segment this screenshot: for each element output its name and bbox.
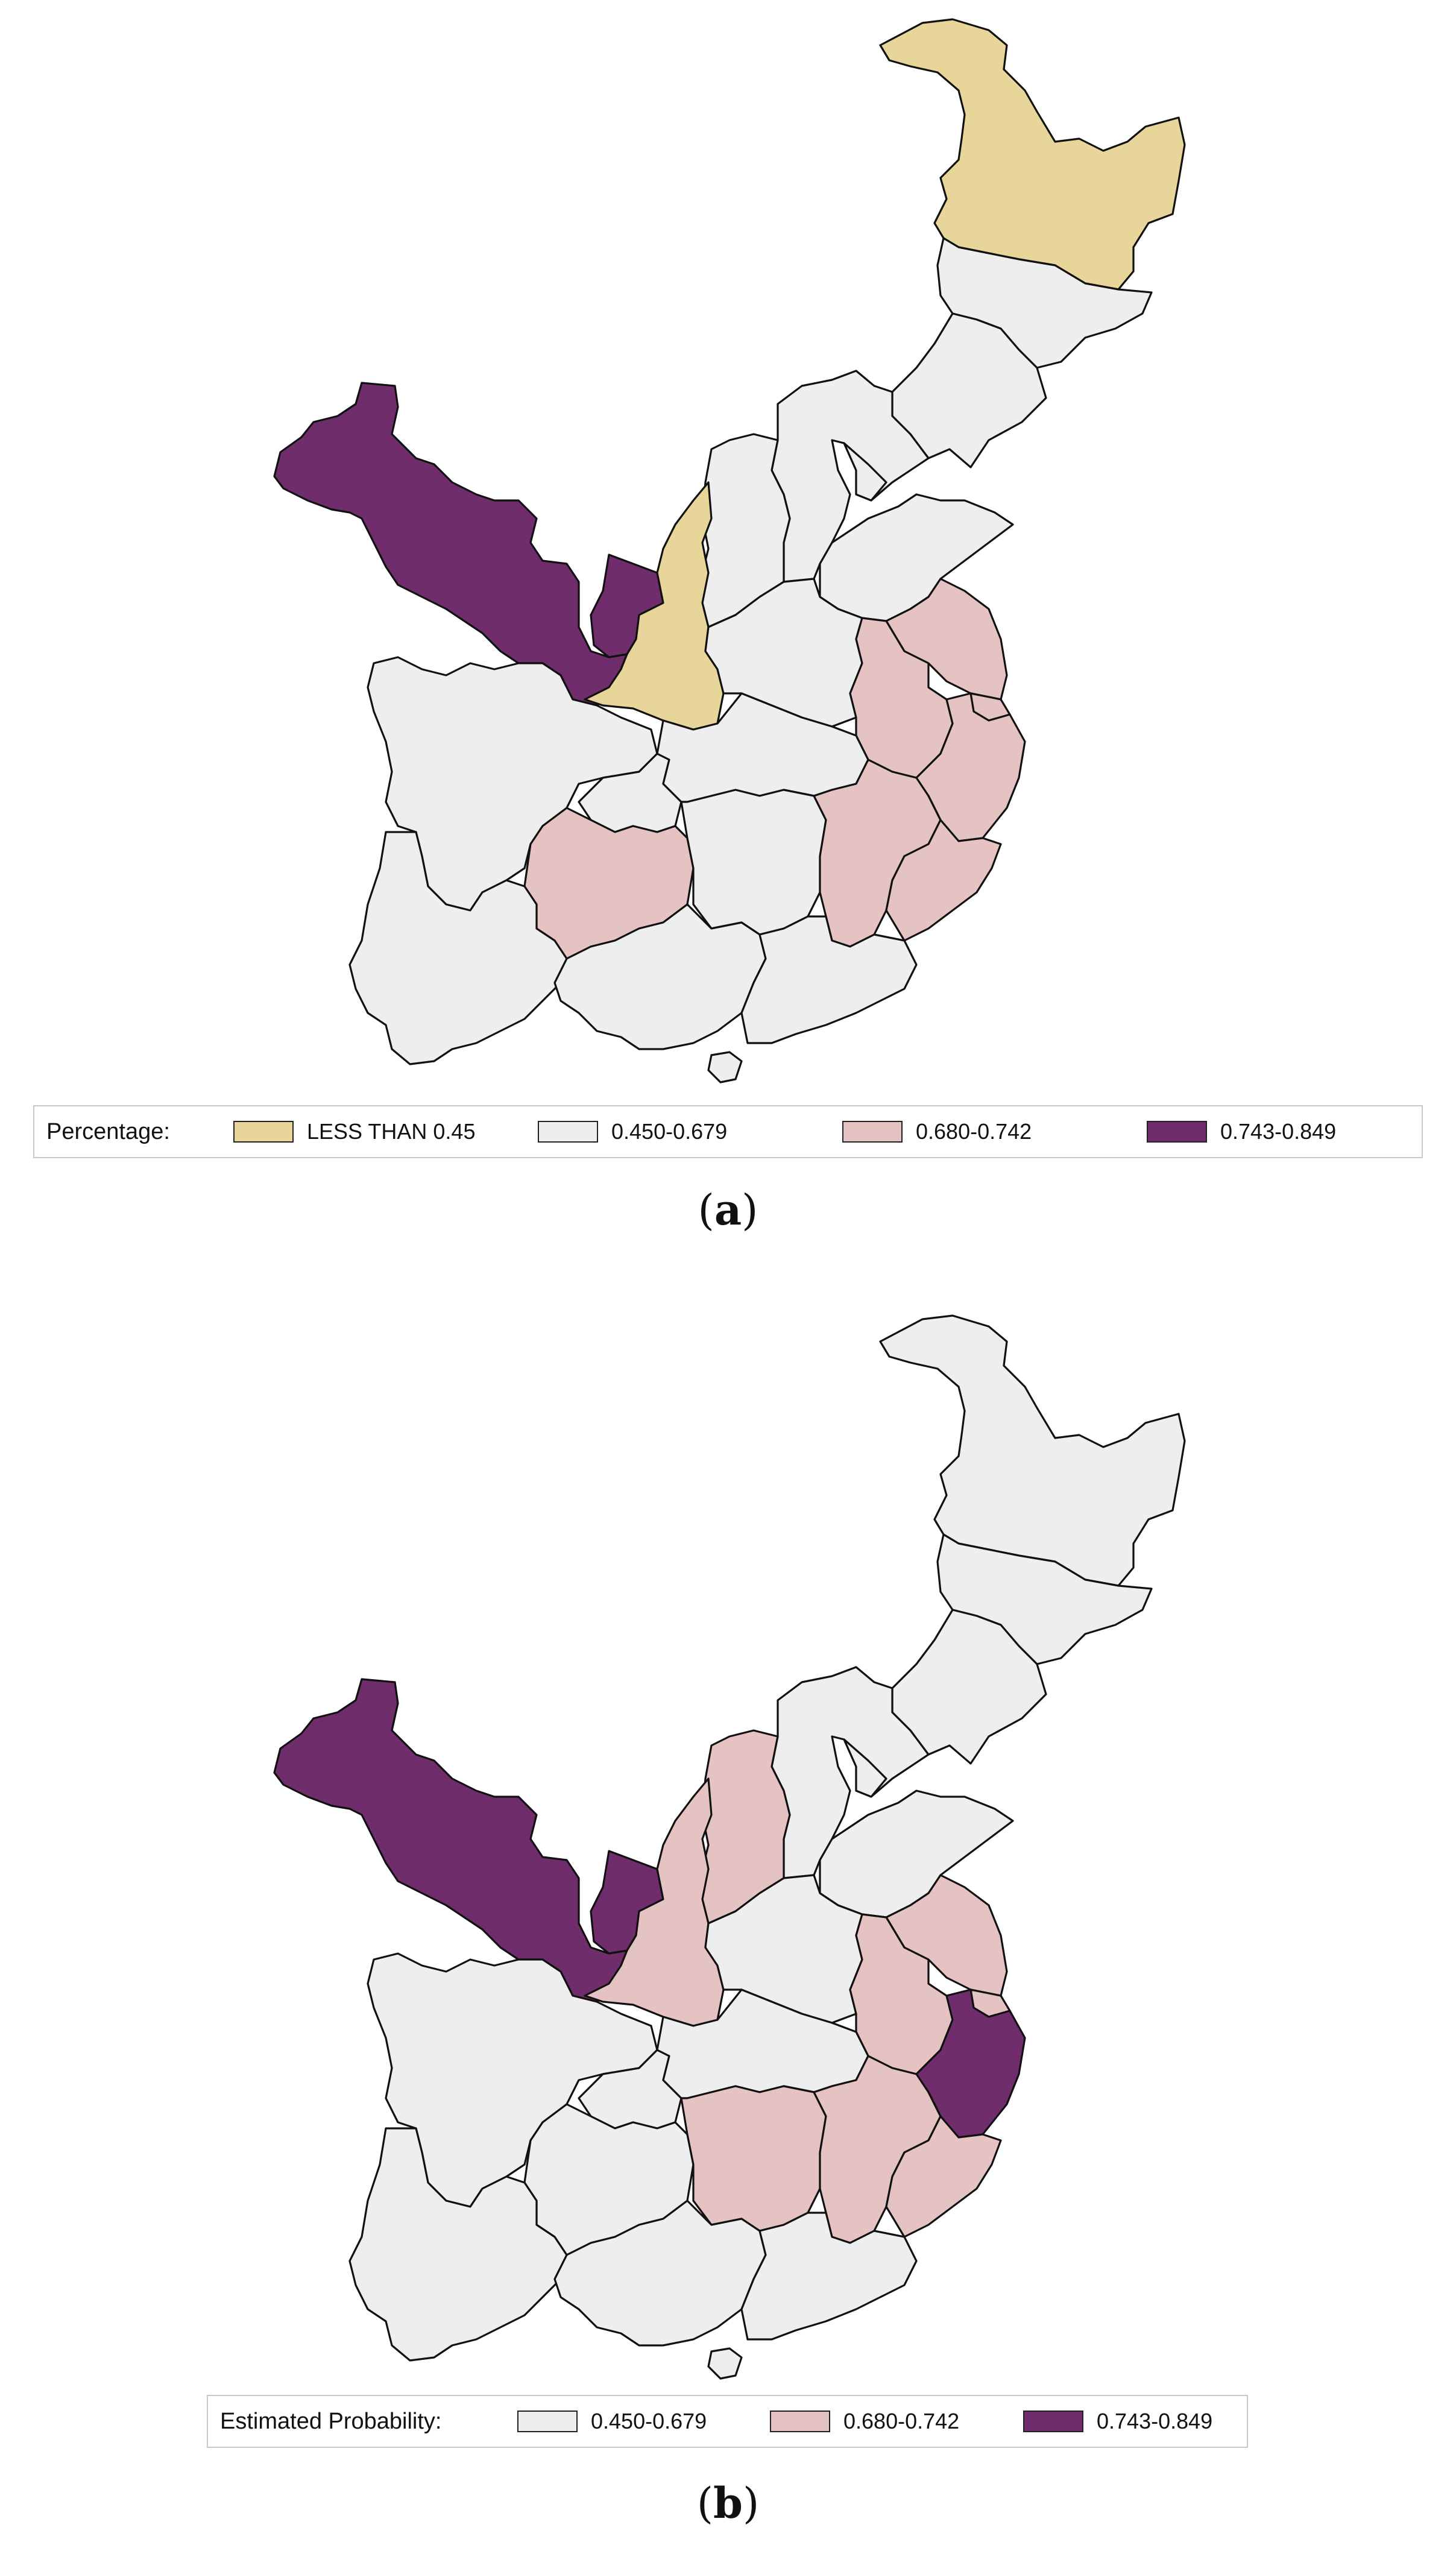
legend-item: 0.680-0.742 (770, 2409, 959, 2434)
legend-title: Percentage: (46, 1118, 170, 1144)
legend-swatch (233, 1121, 294, 1143)
region-hainan (707, 2347, 743, 2380)
legend-label: 0.680-0.742 (843, 2409, 960, 2433)
caption-a: (a) (698, 1185, 758, 1235)
caption-letter: a (714, 1185, 742, 1235)
legend-title: Estimated Probability: (220, 2408, 442, 2434)
region-yunnan (348, 831, 568, 1065)
legend-a: Percentage: LESS THAN 0.45 0.450-0.679 0… (33, 1105, 1423, 1158)
region-tianjin (843, 1738, 887, 1798)
region-hunan (680, 789, 827, 936)
region-zhejiang (915, 692, 1026, 842)
legend-swatch (842, 1121, 903, 1143)
region-fujian (885, 2091, 1002, 2238)
region-yunnan (348, 2127, 568, 2362)
legend-b: Estimated Probability: 0.450-0.679 0.680… (207, 2395, 1248, 2448)
legend-swatch (770, 2411, 830, 2432)
legend-item: 0.450-0.679 (517, 2409, 707, 2434)
choropleth-map-a (273, 18, 1186, 1083)
legend-label: 0.450-0.679 (611, 1119, 728, 1144)
region-gansu (273, 1678, 628, 2003)
region-shaanxi (584, 481, 725, 731)
region-zhejiang (915, 1988, 1026, 2139)
legend-swatch (1023, 2411, 1083, 2432)
legend-swatch (1147, 1121, 1207, 1143)
legend-label: 0.680-0.742 (916, 1119, 1032, 1144)
region-jiangsu (885, 578, 1008, 701)
legend-label: 0.450-0.679 (591, 2409, 707, 2433)
legend-swatch (538, 1121, 598, 1143)
region-guangdong (740, 2212, 918, 2341)
region-shaanxi (584, 1777, 725, 2027)
region-gansu (273, 382, 628, 707)
legend-item: LESS THAN 0.45 (233, 1119, 475, 1144)
legend-swatch (517, 2411, 578, 2432)
region-guangdong (740, 915, 918, 1044)
region-hainan (707, 1051, 743, 1083)
region-liaoning (891, 312, 1047, 468)
region-heilongjiang (879, 18, 1186, 291)
caption-b: (b) (696, 2478, 760, 2528)
region-heilongjiang (879, 1314, 1186, 1587)
legend-label: LESS THAN 0.45 (307, 1119, 476, 1144)
legend-item: 0.743-0.849 (1023, 2409, 1212, 2434)
panel-a: Percentage: LESS THAN 0.45 0.450-0.679 0… (0, 0, 1456, 1260)
region-liaoning (891, 1609, 1047, 1765)
choropleth-map-b (273, 1314, 1186, 2380)
region-jiangsu (885, 1874, 1008, 1997)
region-tianjin (843, 442, 887, 502)
legend-item: 0.680-0.742 (842, 1119, 1032, 1144)
panel-b: Estimated Probability: 0.450-0.679 0.680… (0, 1296, 1456, 2551)
caption-letter: b (713, 2478, 743, 2528)
region-shandong (819, 493, 1014, 622)
legend-item: 0.450-0.679 (538, 1119, 727, 1144)
region-shandong (819, 1789, 1014, 1919)
region-hunan (680, 2085, 827, 2232)
legend-item: 0.743-0.849 (1147, 1119, 1336, 1144)
legend-label: 0.743-0.849 (1220, 1119, 1337, 1144)
legend-label: 0.743-0.849 (1097, 2409, 1213, 2433)
region-fujian (885, 795, 1002, 942)
